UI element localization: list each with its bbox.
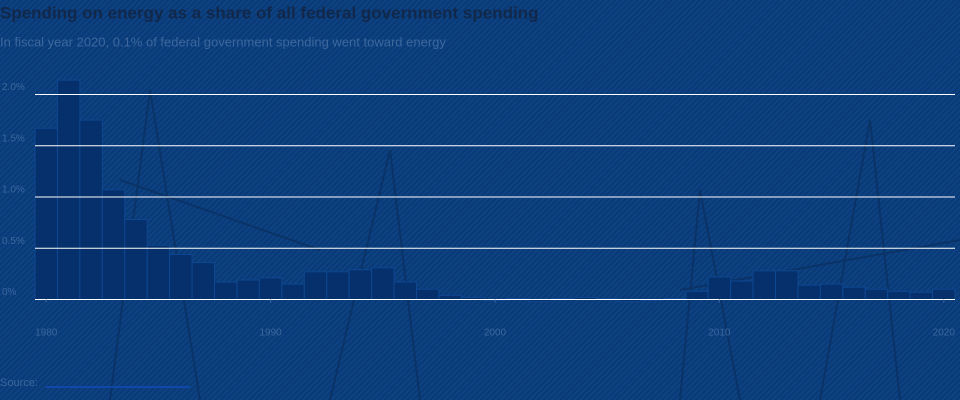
bar	[415, 288, 440, 300]
bar	[393, 281, 417, 301]
bar	[909, 291, 934, 301]
bar	[303, 271, 328, 301]
bar	[730, 280, 754, 300]
bar	[258, 277, 283, 301]
bar	[124, 219, 148, 300]
y-tick-label: 2.0%	[2, 82, 25, 93]
y-tick-label: 0.5%	[2, 236, 25, 247]
bar	[34, 127, 58, 300]
bar	[56, 79, 81, 301]
bar	[191, 262, 216, 301]
bar	[752, 270, 776, 300]
bar	[932, 288, 956, 300]
x-tick-label: 2000	[484, 328, 507, 339]
x-tick-label: 1980	[35, 328, 58, 339]
bar	[819, 283, 844, 300]
bar	[707, 276, 732, 301]
bar	[236, 279, 260, 300]
bar	[146, 244, 171, 301]
chart-subtitle: In fiscal year 2020, 0.1% of federal gov…	[0, 34, 446, 49]
bar	[864, 288, 889, 300]
bar	[281, 283, 305, 300]
source: Source:	[0, 377, 38, 389]
bar	[842, 286, 866, 301]
bar	[101, 189, 126, 300]
x-tick-label: 1990	[259, 328, 282, 339]
x-tick-label: 2020	[933, 328, 956, 339]
x-tick-label: 2010	[708, 328, 731, 339]
bar	[326, 271, 350, 301]
bar	[887, 290, 911, 300]
bar	[79, 119, 103, 300]
y-tick-label: 1.0%	[2, 185, 25, 196]
bar	[438, 294, 462, 300]
bar	[348, 269, 373, 300]
bar	[371, 267, 395, 301]
bar	[214, 281, 238, 301]
y-tick-label: 0%	[2, 287, 17, 298]
y-tick-label: 1.5%	[2, 133, 25, 144]
bar	[797, 284, 821, 300]
background-pylons	[109, 89, 960, 400]
bar	[685, 290, 709, 300]
bar	[774, 270, 799, 300]
chart-title: Spending on energy as a share of all fed…	[0, 3, 538, 22]
bar	[169, 253, 193, 300]
